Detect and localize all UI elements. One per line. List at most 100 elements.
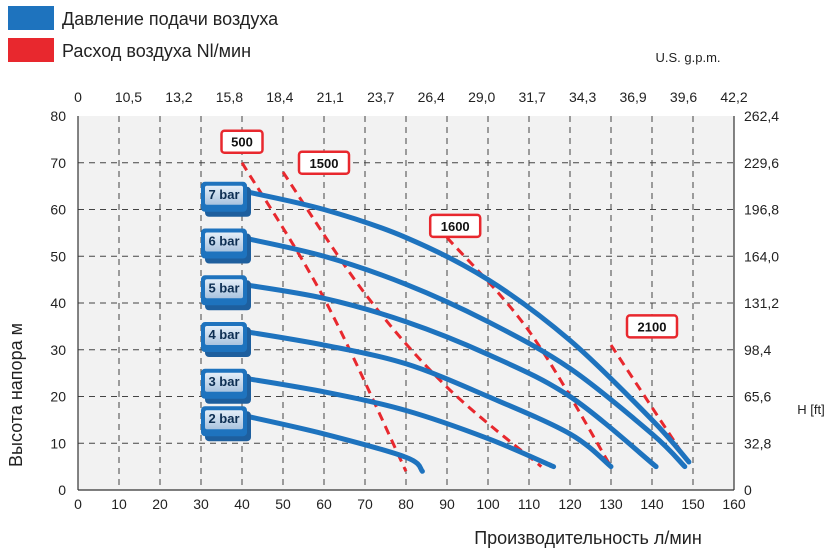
air-label-text: 500 bbox=[231, 135, 253, 150]
badge-text: 3 bar bbox=[208, 374, 239, 389]
y2-tick-label: 262,4 bbox=[744, 108, 779, 124]
legend-label-air: Расход воздуха Nl/мин bbox=[62, 41, 251, 61]
air-label-1500: 1500 bbox=[297, 150, 351, 175]
badge-2-bar: 2 bar bbox=[201, 406, 251, 442]
x-tick-label: 40 bbox=[234, 496, 250, 512]
top-axis-unit: U.S. g.p.m. bbox=[655, 50, 720, 65]
legend: Давление подачи воздуха Расход воздуха N… bbox=[8, 6, 279, 62]
y-tick-label: 50 bbox=[50, 248, 66, 264]
y-tick-label: 40 bbox=[50, 295, 66, 311]
badge-face bbox=[205, 232, 243, 252]
x2-tick-label: 23,7 bbox=[367, 89, 394, 105]
x2-tick-label: 10,5 bbox=[115, 89, 142, 105]
x-axis-title: Производительность л/мин bbox=[474, 528, 702, 548]
badge-face bbox=[205, 326, 243, 346]
x-tick-label: 30 bbox=[193, 496, 209, 512]
badge-text: 7 bar bbox=[208, 187, 239, 202]
y-tick-labels: 0 10 20 30 40 50 60 70 80 bbox=[50, 108, 66, 498]
pressure-curve-2-bar bbox=[239, 412, 425, 474]
x-tick-label: 50 bbox=[275, 496, 291, 512]
x2-tick-label: 0 bbox=[74, 89, 82, 105]
y2-tick-label: 196,8 bbox=[744, 202, 779, 218]
x2-tick-label: 42,2 bbox=[720, 89, 747, 105]
y2-tick-label: 32,8 bbox=[744, 435, 771, 451]
air-label-box bbox=[428, 213, 482, 239]
x-tick-label: 160 bbox=[722, 496, 746, 512]
badge-text: 2 bar bbox=[208, 411, 239, 426]
y2-tick-label: 65,6 bbox=[744, 389, 771, 405]
badge-face bbox=[205, 279, 243, 299]
x2-tick-label: 31,7 bbox=[519, 89, 546, 105]
air-label-500: 500 bbox=[220, 129, 264, 154]
badge-7-bar: 7 bar bbox=[201, 181, 251, 217]
badge-text: 4 bar bbox=[208, 327, 239, 342]
pressure-curve-4-bar bbox=[239, 328, 614, 470]
x-tick-label: 100 bbox=[476, 496, 500, 512]
legend-swatch-air bbox=[8, 38, 54, 62]
y2-tick-label: 164,0 bbox=[744, 248, 779, 264]
air-line-1600 bbox=[445, 236, 613, 468]
air-label-2100: 2100 bbox=[625, 314, 679, 339]
badge-face bbox=[205, 185, 243, 205]
y2-tick-label: 131,2 bbox=[744, 295, 779, 311]
badge-text: 5 bar bbox=[208, 280, 239, 295]
x-tick-label: 110 bbox=[518, 496, 541, 512]
badge-4-bar: 4 bar bbox=[201, 322, 251, 358]
x-tick-label: 140 bbox=[640, 496, 664, 512]
air-label-text: 2100 bbox=[638, 319, 667, 334]
pressure-curve-7-bar bbox=[239, 188, 692, 465]
y-tick-label: 70 bbox=[50, 155, 66, 171]
badge-6-bar: 6 bar bbox=[201, 228, 251, 264]
y2-tick-labels: 0 32,8 65,6 98,4 131,2 164,0 196,8 229,6 262,4 bbox=[744, 108, 779, 498]
x-tick-label: 0 bbox=[74, 496, 82, 512]
x2-tick-label: 18,4 bbox=[266, 89, 293, 105]
x-tick-label: 10 bbox=[111, 496, 127, 512]
badge-face bbox=[205, 410, 243, 430]
pressure-curve-3-bar bbox=[239, 375, 557, 470]
x-tick-label: 80 bbox=[398, 496, 414, 512]
pressure-curve-5-bar bbox=[239, 281, 659, 470]
y2-tick-label: 98,4 bbox=[744, 342, 771, 358]
x-tick-label: 60 bbox=[316, 496, 332, 512]
x2-tick-label: 15,8 bbox=[216, 89, 243, 105]
y2-tick-label: 0 bbox=[744, 482, 752, 498]
x-tick-label: 20 bbox=[152, 496, 168, 512]
pressure-curve-6-bar bbox=[239, 235, 688, 470]
x2-tick-label: 34,3 bbox=[569, 89, 596, 105]
y-axis-title: Высота напора м bbox=[6, 323, 26, 467]
x-tick-label: 120 bbox=[558, 496, 582, 512]
pressure-curves bbox=[239, 188, 692, 474]
x2-tick-labels: 0 10,5 13,2 15,8 18,4 21,1 23,7 26,4 29,0 31,7 34,… bbox=[74, 89, 748, 105]
air-line-1500 bbox=[281, 171, 543, 468]
x2-tick-label: 36,9 bbox=[619, 89, 646, 105]
x-tick-label: 150 bbox=[681, 496, 705, 512]
x2-tick-label: 29,0 bbox=[468, 89, 495, 105]
y-tick-label: 80 bbox=[50, 108, 66, 124]
air-label-1600: 1600 bbox=[428, 213, 482, 239]
legend-swatch-pressure bbox=[8, 6, 54, 30]
y-tick-label: 10 bbox=[50, 435, 66, 451]
badge-3-bar: 3 bar bbox=[201, 368, 251, 404]
y-tick-label: 30 bbox=[50, 342, 66, 358]
air-consumption-labels: 500 1500 1600 2100 bbox=[220, 129, 679, 339]
air-label-box bbox=[625, 314, 679, 339]
y2-tick-label: 229,6 bbox=[744, 155, 779, 171]
air-label-box bbox=[220, 129, 264, 154]
air-label-text: 1500 bbox=[310, 156, 339, 171]
x2-tick-label: 13,2 bbox=[165, 89, 192, 105]
badge-face bbox=[205, 372, 243, 392]
x-tick-label: 130 bbox=[599, 496, 623, 512]
badge-5-bar: 5 bar bbox=[201, 275, 251, 311]
x2-tick-label: 39,6 bbox=[670, 89, 697, 105]
badge-text: 6 bar bbox=[208, 234, 239, 249]
air-label-text: 1600 bbox=[441, 219, 470, 234]
x2-tick-label: 26,4 bbox=[418, 89, 445, 105]
air-label-box bbox=[297, 150, 351, 175]
x-tick-label: 90 bbox=[439, 496, 455, 512]
x-tick-label: 70 bbox=[357, 496, 373, 512]
right-axis-unit: H [ft] bbox=[797, 402, 824, 417]
y-tick-label: 60 bbox=[50, 202, 66, 218]
y-tick-label: 0 bbox=[58, 482, 66, 498]
y-tick-label: 20 bbox=[50, 389, 66, 405]
